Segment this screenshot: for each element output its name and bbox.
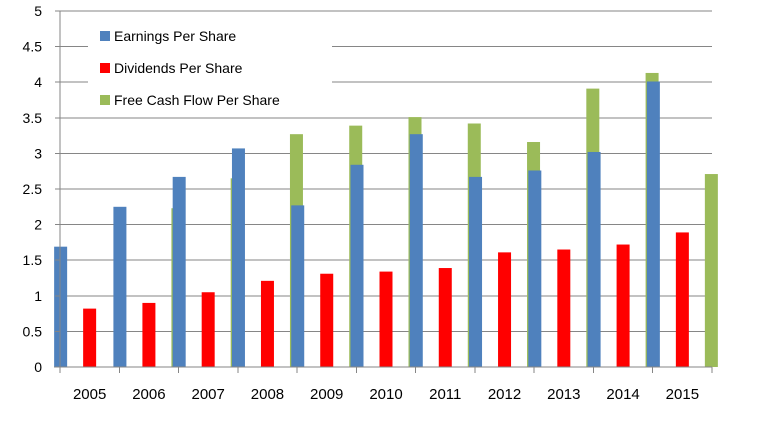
x-tick-label: 2006 — [132, 386, 165, 403]
tick-labels: 0 0.5 1 1.5 2 2.5 3 3.5 4 4.5 5 2005 2006 2007 2008 200… — [23, 3, 700, 403]
y-tick-label: 0 — [34, 359, 42, 375]
bar-earnings-per-share-2008 — [231, 148, 245, 367]
bar-earnings-per-share-2006 — [113, 206, 127, 367]
bar-earnings-per-share-2009 — [291, 205, 305, 367]
legend-background — [88, 22, 332, 114]
bar-dividends-per-share-2011 — [438, 268, 452, 367]
x-tick-label: 2007 — [191, 386, 224, 403]
y-tick-label: 3 — [34, 145, 42, 161]
bar-earnings-per-share-2015 — [646, 81, 660, 367]
y-tick-label: 4 — [34, 74, 42, 90]
bar-dividends-per-share-2009 — [320, 273, 334, 367]
x-tick-label: 2010 — [369, 386, 402, 403]
legend: Earnings Per Share Dividends Per Share Fre… — [88, 22, 332, 114]
bar-dividends-per-share-2013 — [557, 249, 571, 367]
bar-earnings-per-share-2014 — [587, 151, 601, 367]
y-tick-label: 2.5 — [23, 181, 43, 197]
y-tick-label: 4.5 — [23, 39, 43, 55]
gridlines — [60, 10, 712, 332]
bar-earnings-per-share-2011 — [409, 134, 423, 367]
legend-label: Earnings Per Share — [114, 28, 236, 44]
legend-swatch-free-cash-flow-per-share — [100, 95, 110, 105]
bars — [54, 72, 718, 368]
y-tick-label: 1 — [34, 288, 42, 304]
x-tick-label: 2012 — [488, 386, 521, 403]
x-tick-label: 2008 — [251, 386, 284, 403]
bar-dividends-per-share-2005 — [83, 308, 97, 367]
bar-free-cash-flow-per-share-2015 — [704, 174, 718, 367]
bar-dividends-per-share-2007 — [201, 292, 215, 367]
bar-dividends-per-share-2015 — [675, 232, 689, 367]
bar-earnings-per-share-2005 — [54, 246, 68, 367]
x-tick-label: 2009 — [310, 386, 343, 403]
legend-label: Dividends Per Share — [114, 60, 243, 76]
y-tick-label: 1.5 — [23, 252, 43, 268]
y-tick-label: 3.5 — [23, 110, 43, 126]
bar-earnings-per-share-2007 — [172, 176, 186, 367]
legend-swatch-earnings-per-share — [100, 31, 110, 41]
y-tick-label: 5 — [34, 3, 42, 19]
bar-earnings-per-share-2013 — [528, 170, 542, 367]
x-tick-label: 2005 — [73, 386, 106, 403]
bar-earnings-per-share-2012 — [469, 176, 483, 367]
axes — [54, 10, 713, 373]
y-tick-label: 2 — [34, 217, 42, 233]
bar-dividends-per-share-2014 — [616, 244, 630, 367]
legend-label: Free Cash Flow Per Share — [114, 92, 280, 108]
bar-dividends-per-share-2010 — [379, 271, 393, 367]
y-tick-label: 0.5 — [23, 323, 43, 339]
bar-dividends-per-share-2008 — [260, 280, 274, 367]
x-tick-label: 2015 — [666, 386, 699, 403]
bar-dividends-per-share-2006 — [142, 302, 156, 367]
bar-earnings-per-share-2010 — [350, 164, 364, 367]
x-tick-label: 2013 — [547, 386, 580, 403]
legend-swatch-dividends-per-share — [100, 63, 110, 73]
x-tick-label: 2011 — [429, 386, 461, 403]
x-tick-label: 2014 — [606, 386, 639, 403]
bar-dividends-per-share-2012 — [498, 252, 512, 367]
